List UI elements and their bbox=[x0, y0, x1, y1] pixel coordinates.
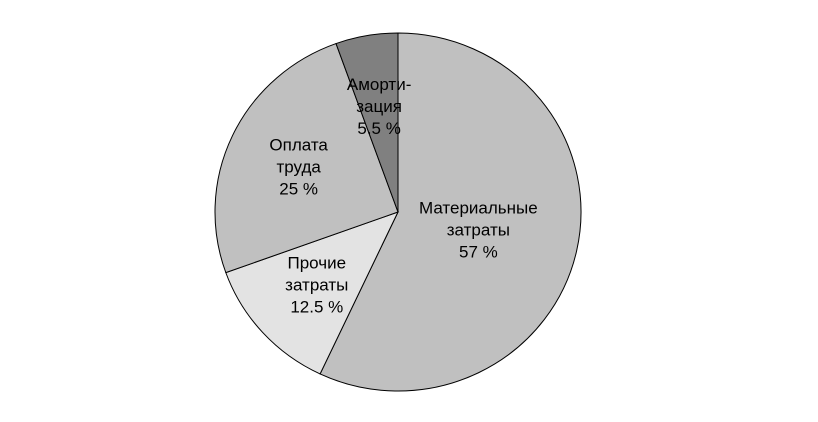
slice-label-line: Прочие bbox=[288, 253, 347, 272]
slice-label-line: Материальные bbox=[419, 199, 538, 218]
slice-label: Аморти-зация bbox=[347, 75, 412, 116]
slice-label-line: затраты bbox=[447, 221, 510, 240]
pie-slice bbox=[335, 32, 399, 213]
value-label: 57 % bbox=[459, 243, 498, 262]
slice-label-line: зация bbox=[356, 97, 402, 116]
slice-label-line: труда bbox=[276, 157, 321, 176]
slice-label-line: затраты bbox=[285, 275, 348, 294]
slice-label: Оплата труда bbox=[269, 135, 328, 176]
slice-label-line: Аморти- bbox=[347, 75, 412, 94]
pie-slice bbox=[319, 32, 582, 392]
value-label: 12.5 % bbox=[290, 297, 343, 316]
slice-label: Прочие затраты bbox=[285, 253, 348, 294]
value-label: 25 % bbox=[279, 179, 318, 198]
pie-slice bbox=[225, 211, 399, 375]
pie-slice bbox=[214, 42, 399, 274]
slice-label: Материальные затраты bbox=[419, 199, 538, 240]
value-label: 5.5 % bbox=[357, 119, 400, 138]
slice-label-line: Оплата bbox=[269, 135, 328, 154]
